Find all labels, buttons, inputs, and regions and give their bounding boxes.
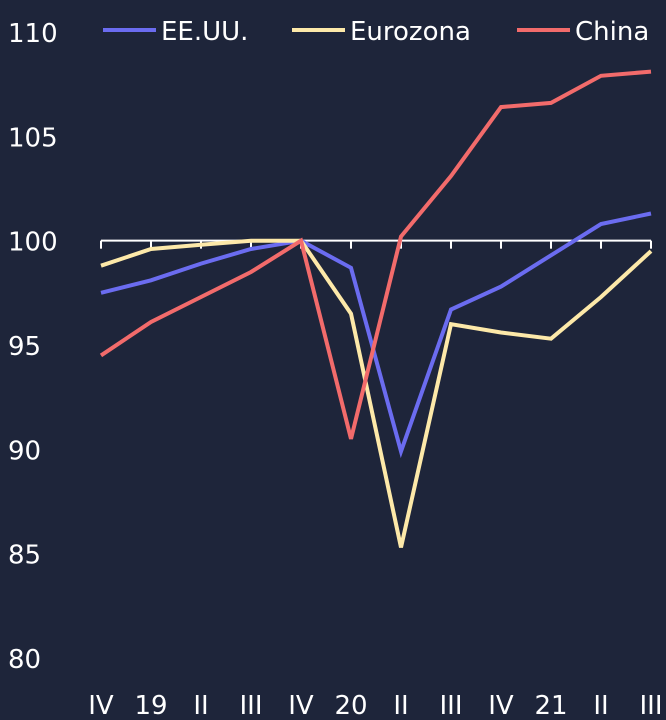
x-tick-label: 19 bbox=[134, 691, 167, 720]
x-tick-label: II bbox=[593, 691, 608, 720]
y-tick-label: 80 bbox=[8, 645, 41, 675]
y-tick-label: 95 bbox=[8, 332, 41, 362]
legend: EE.UU. Eurozona China bbox=[103, 17, 649, 47]
x-tick-label: IV bbox=[488, 691, 514, 720]
legend-label-eurozona: Eurozona bbox=[350, 17, 471, 47]
series-line-china bbox=[99, 69, 652, 440]
legend-label-china: China bbox=[575, 17, 649, 47]
x-tick-label: III bbox=[439, 691, 462, 720]
y-tick-label: 90 bbox=[8, 436, 41, 466]
x-axis: IV 19 II III IV 20 II III IV 21 II III bbox=[88, 691, 662, 720]
y-tick-label: 100 bbox=[8, 228, 58, 258]
x-tick-label: II bbox=[193, 691, 208, 720]
y-tick-label: 105 bbox=[8, 123, 58, 153]
x-tick-label: IV bbox=[288, 691, 314, 720]
y-axis: 80 85 90 95 100 105 110 bbox=[8, 19, 58, 675]
x-tick-label: III bbox=[639, 691, 662, 720]
legend-label-ee-uu: EE.UU. bbox=[161, 17, 248, 47]
y-tick-label: 110 bbox=[8, 19, 58, 49]
x-tick-label: IV bbox=[88, 691, 114, 720]
x-tick-label: II bbox=[393, 691, 408, 720]
series-line-ee-uu bbox=[100, 211, 652, 459]
x-tick-label: 20 bbox=[334, 691, 367, 720]
series-line-eurozona bbox=[100, 238, 653, 548]
x-tick-label: III bbox=[239, 691, 262, 720]
series-layer bbox=[99, 69, 653, 548]
x-tick-label: 21 bbox=[534, 691, 567, 720]
y-tick-label: 85 bbox=[8, 541, 41, 571]
